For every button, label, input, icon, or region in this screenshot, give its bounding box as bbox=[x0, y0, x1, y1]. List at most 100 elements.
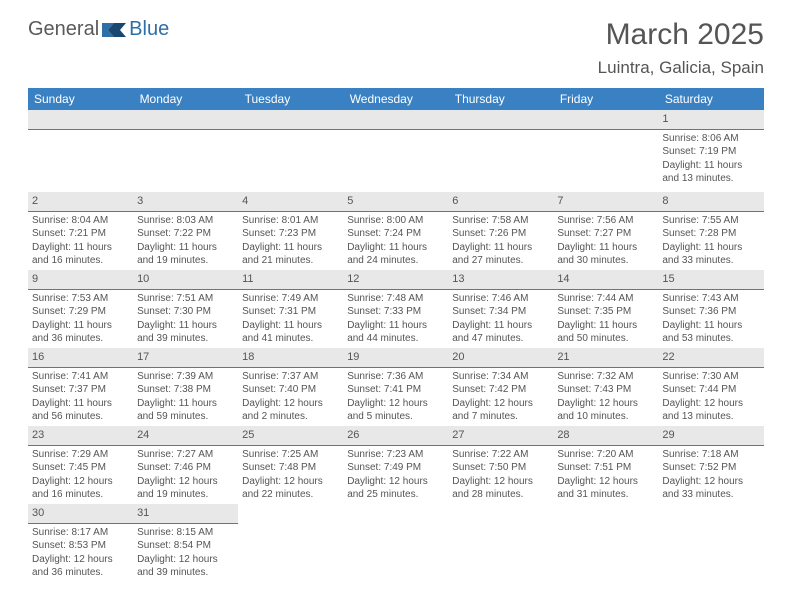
day-details: Sunrise: 7:49 AMSunset: 7:31 PMDaylight:… bbox=[238, 290, 343, 348]
day-number: 12 bbox=[343, 270, 448, 290]
calendar-cell: 25Sunrise: 7:25 AMSunset: 7:48 PMDayligh… bbox=[238, 426, 343, 504]
sunset-text: Sunset: 7:37 PM bbox=[32, 383, 129, 397]
daylight-text: Daylight: 11 hours and 47 minutes. bbox=[452, 319, 549, 346]
weekday-header: Thursday bbox=[448, 88, 553, 110]
day-number: 16 bbox=[28, 348, 133, 368]
daylight-text: Daylight: 12 hours and 22 minutes. bbox=[242, 475, 339, 502]
sunrise-text: Sunrise: 7:25 AM bbox=[242, 448, 339, 462]
calendar-cell bbox=[28, 110, 133, 192]
calendar-cell: 11Sunrise: 7:49 AMSunset: 7:31 PMDayligh… bbox=[238, 270, 343, 348]
calendar-cell: 31Sunrise: 8:15 AMSunset: 8:54 PMDayligh… bbox=[133, 504, 238, 582]
sunset-text: Sunset: 7:28 PM bbox=[662, 227, 759, 241]
sunrise-text: Sunrise: 8:06 AM bbox=[662, 132, 759, 146]
day-details: Sunrise: 8:17 AMSunset: 8:53 PMDaylight:… bbox=[28, 524, 133, 582]
calendar-cell: 19Sunrise: 7:36 AMSunset: 7:41 PMDayligh… bbox=[343, 348, 448, 426]
daylight-text: Daylight: 11 hours and 56 minutes. bbox=[32, 397, 129, 424]
logo: General Blue bbox=[28, 18, 169, 41]
day-details: Sunrise: 7:56 AMSunset: 7:27 PMDaylight:… bbox=[553, 212, 658, 270]
weekday-header: Wednesday bbox=[343, 88, 448, 110]
day-details: Sunrise: 7:39 AMSunset: 7:38 PMDaylight:… bbox=[133, 368, 238, 426]
day-number: 5 bbox=[343, 192, 448, 212]
day-details: Sunrise: 8:04 AMSunset: 7:21 PMDaylight:… bbox=[28, 212, 133, 270]
day-details: Sunrise: 8:15 AMSunset: 8:54 PMDaylight:… bbox=[133, 524, 238, 582]
calendar-week-row: 1Sunrise: 8:06 AMSunset: 7:19 PMDaylight… bbox=[28, 110, 764, 192]
weekday-header: Friday bbox=[553, 88, 658, 110]
day-number: 1 bbox=[658, 110, 763, 130]
day-details: Sunrise: 7:58 AMSunset: 7:26 PMDaylight:… bbox=[448, 212, 553, 270]
sunset-text: Sunset: 7:23 PM bbox=[242, 227, 339, 241]
daylight-text: Daylight: 12 hours and 19 minutes. bbox=[137, 475, 234, 502]
day-number: 9 bbox=[28, 270, 133, 290]
sunrise-text: Sunrise: 7:36 AM bbox=[347, 370, 444, 384]
sunrise-text: Sunrise: 7:53 AM bbox=[32, 292, 129, 306]
sunset-text: Sunset: 7:44 PM bbox=[662, 383, 759, 397]
calendar-cell: 16Sunrise: 7:41 AMSunset: 7:37 PMDayligh… bbox=[28, 348, 133, 426]
day-number: 7 bbox=[553, 192, 658, 212]
sunrise-text: Sunrise: 7:18 AM bbox=[662, 448, 759, 462]
daylight-text: Daylight: 11 hours and 16 minutes. bbox=[32, 241, 129, 268]
day-details: Sunrise: 7:53 AMSunset: 7:29 PMDaylight:… bbox=[28, 290, 133, 348]
calendar-cell bbox=[343, 504, 448, 582]
sunrise-text: Sunrise: 7:46 AM bbox=[452, 292, 549, 306]
day-number-empty bbox=[553, 110, 658, 130]
day-details: Sunrise: 7:37 AMSunset: 7:40 PMDaylight:… bbox=[238, 368, 343, 426]
daylight-text: Daylight: 11 hours and 27 minutes. bbox=[452, 241, 549, 268]
sunset-text: Sunset: 7:36 PM bbox=[662, 305, 759, 319]
calendar-cell: 1Sunrise: 8:06 AMSunset: 7:19 PMDaylight… bbox=[658, 110, 763, 192]
calendar-cell: 10Sunrise: 7:51 AMSunset: 7:30 PMDayligh… bbox=[133, 270, 238, 348]
daylight-text: Daylight: 12 hours and 36 minutes. bbox=[32, 553, 129, 580]
day-number: 2 bbox=[28, 192, 133, 212]
day-number: 25 bbox=[238, 426, 343, 446]
day-number: 27 bbox=[448, 426, 553, 446]
calendar-cell: 22Sunrise: 7:30 AMSunset: 7:44 PMDayligh… bbox=[658, 348, 763, 426]
sunset-text: Sunset: 7:27 PM bbox=[557, 227, 654, 241]
sunrise-text: Sunrise: 7:32 AM bbox=[557, 370, 654, 384]
sunset-text: Sunset: 7:42 PM bbox=[452, 383, 549, 397]
sunset-text: Sunset: 7:51 PM bbox=[557, 461, 654, 475]
daylight-text: Daylight: 11 hours and 33 minutes. bbox=[662, 241, 759, 268]
sunrise-text: Sunrise: 8:01 AM bbox=[242, 214, 339, 228]
calendar-cell: 18Sunrise: 7:37 AMSunset: 7:40 PMDayligh… bbox=[238, 348, 343, 426]
sunset-text: Sunset: 7:52 PM bbox=[662, 461, 759, 475]
day-details: Sunrise: 7:44 AMSunset: 7:35 PMDaylight:… bbox=[553, 290, 658, 348]
day-number: 23 bbox=[28, 426, 133, 446]
day-details: Sunrise: 7:25 AMSunset: 7:48 PMDaylight:… bbox=[238, 446, 343, 504]
calendar-cell: 24Sunrise: 7:27 AMSunset: 7:46 PMDayligh… bbox=[133, 426, 238, 504]
day-number: 14 bbox=[553, 270, 658, 290]
day-details: Sunrise: 7:41 AMSunset: 7:37 PMDaylight:… bbox=[28, 368, 133, 426]
day-details: Sunrise: 7:55 AMSunset: 7:28 PMDaylight:… bbox=[658, 212, 763, 270]
daylight-text: Daylight: 11 hours and 24 minutes. bbox=[347, 241, 444, 268]
sunrise-text: Sunrise: 7:58 AM bbox=[452, 214, 549, 228]
calendar-week-row: 23Sunrise: 7:29 AMSunset: 7:45 PMDayligh… bbox=[28, 426, 764, 504]
day-details: Sunrise: 7:32 AMSunset: 7:43 PMDaylight:… bbox=[553, 368, 658, 426]
sunset-text: Sunset: 7:35 PM bbox=[557, 305, 654, 319]
day-number: 26 bbox=[343, 426, 448, 446]
logo-text-blue: Blue bbox=[129, 18, 169, 41]
sunset-text: Sunset: 7:45 PM bbox=[32, 461, 129, 475]
weekday-header-row: Sunday Monday Tuesday Wednesday Thursday… bbox=[28, 88, 764, 110]
day-details: Sunrise: 7:30 AMSunset: 7:44 PMDaylight:… bbox=[658, 368, 763, 426]
day-number: 30 bbox=[28, 504, 133, 524]
daylight-text: Daylight: 12 hours and 39 minutes. bbox=[137, 553, 234, 580]
calendar-cell bbox=[553, 110, 658, 192]
calendar-cell bbox=[238, 504, 343, 582]
day-details: Sunrise: 7:48 AMSunset: 7:33 PMDaylight:… bbox=[343, 290, 448, 348]
sunrise-text: Sunrise: 7:55 AM bbox=[662, 214, 759, 228]
calendar-cell: 12Sunrise: 7:48 AMSunset: 7:33 PMDayligh… bbox=[343, 270, 448, 348]
daylight-text: Daylight: 11 hours and 41 minutes. bbox=[242, 319, 339, 346]
sunset-text: Sunset: 7:40 PM bbox=[242, 383, 339, 397]
daylight-text: Daylight: 11 hours and 44 minutes. bbox=[347, 319, 444, 346]
daylight-text: Daylight: 12 hours and 2 minutes. bbox=[242, 397, 339, 424]
day-details: Sunrise: 7:27 AMSunset: 7:46 PMDaylight:… bbox=[133, 446, 238, 504]
day-number-empty bbox=[238, 110, 343, 130]
sunset-text: Sunset: 7:29 PM bbox=[32, 305, 129, 319]
calendar-cell bbox=[448, 110, 553, 192]
daylight-text: Daylight: 11 hours and 30 minutes. bbox=[557, 241, 654, 268]
sunrise-text: Sunrise: 8:03 AM bbox=[137, 214, 234, 228]
day-number-empty bbox=[343, 110, 448, 130]
day-details: Sunrise: 8:00 AMSunset: 7:24 PMDaylight:… bbox=[343, 212, 448, 270]
sunrise-text: Sunrise: 7:27 AM bbox=[137, 448, 234, 462]
sunrise-text: Sunrise: 7:49 AM bbox=[242, 292, 339, 306]
daylight-text: Daylight: 11 hours and 39 minutes. bbox=[137, 319, 234, 346]
calendar-week-row: 30Sunrise: 8:17 AMSunset: 8:53 PMDayligh… bbox=[28, 504, 764, 582]
